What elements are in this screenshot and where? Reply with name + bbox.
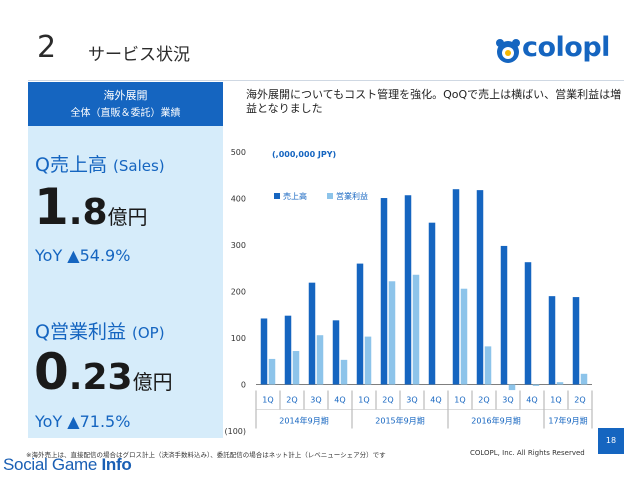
legend-label: 売上高	[283, 191, 307, 201]
y-tick-label: 300	[231, 241, 246, 250]
colopl-bear-icon	[496, 39, 520, 63]
op-value-int: 0	[34, 343, 69, 401]
bar	[580, 373, 588, 385]
sales-value-unit: 億円	[107, 205, 148, 229]
y-tick-label: 400	[231, 195, 246, 204]
x-tick-label: 2Q	[286, 396, 297, 405]
sales-value: 1.8億円	[34, 178, 148, 236]
bar	[388, 281, 396, 385]
bar	[524, 262, 532, 385]
op-yoy: YoY ▲71.5%	[35, 412, 131, 431]
x-tick-label: 4Q	[430, 396, 441, 405]
header-divider	[28, 80, 624, 81]
colopl-logo: colopl	[494, 30, 624, 68]
footnote: ※海外売上は、直接配信の場合はグロス計上（決済手数料込み）、委託配信の場合はネッ…	[26, 451, 386, 459]
sales-label: Q売上高 (Sales)	[35, 150, 165, 177]
op-value: 0.23億円	[34, 343, 173, 401]
group-label: 2014年9月期	[279, 416, 328, 426]
bar	[428, 222, 436, 385]
bar	[380, 198, 388, 385]
bar	[460, 288, 468, 385]
bar	[364, 336, 372, 385]
bar	[548, 296, 556, 385]
sales-value-dec: .8	[68, 192, 108, 233]
bar	[340, 359, 348, 385]
op-label: Q営業利益 (OP)	[35, 317, 165, 344]
bar	[356, 263, 364, 385]
legend-label: 営業利益	[336, 191, 368, 201]
bar	[332, 320, 340, 385]
panel-header-line2: 全体（直販＆委託）業績	[70, 108, 181, 119]
legend-swatch	[274, 193, 280, 199]
legend-swatch	[327, 193, 333, 199]
x-tick-label: 3Q	[502, 396, 513, 405]
bar	[316, 335, 324, 385]
page-number-badge: 18	[598, 428, 624, 454]
op-value-unit: 億円	[132, 370, 173, 394]
logo-text: colopl	[522, 32, 610, 63]
x-tick-label: 4Q	[334, 396, 345, 405]
copyright: COLOPL, Inc. All Rights Reserved	[470, 449, 585, 457]
bar	[284, 315, 292, 385]
unit-label: (,000,000 JPY)	[272, 150, 336, 159]
bar	[508, 384, 516, 391]
y-tick-label: (100)	[224, 427, 246, 436]
bar	[572, 297, 580, 385]
x-tick-label: 1Q	[550, 396, 561, 405]
group-label: 2016年9月期	[471, 416, 520, 426]
x-tick-label: 1Q	[262, 396, 273, 405]
sales-value-int: 1	[34, 178, 69, 236]
op-value-dec: .23	[68, 357, 133, 398]
slide-number: 2	[37, 30, 57, 65]
y-tick-label: 100	[231, 334, 246, 343]
bar	[292, 351, 300, 385]
bar	[308, 282, 316, 385]
watermark-part1: Social Game	[3, 455, 102, 474]
bar	[500, 245, 508, 385]
metrics-panel	[28, 82, 223, 438]
sales-label-text: Q売上高	[35, 154, 107, 176]
y-tick-label: 0	[241, 381, 246, 390]
description-text: 海外展開についてもコスト管理を強化。QoQで売上は横ばい、営業利益は増益となりま…	[246, 88, 622, 115]
x-tick-label: 3Q	[406, 396, 417, 405]
bar	[452, 189, 460, 385]
bar	[532, 384, 540, 386]
revenue-op-bar-chart: 500 400 300 200 100 0 (100) (,000,000 JPY) 売上高 営業…	[224, 148, 593, 436]
bar	[484, 346, 492, 385]
panel-header-line1: 海外展開	[103, 89, 148, 102]
x-tick-label: 1Q	[454, 396, 465, 405]
bar	[412, 274, 420, 385]
bar	[404, 195, 412, 385]
sales-label-paren: (Sales)	[113, 157, 165, 175]
watermark-part2: Info	[101, 455, 132, 474]
bar	[556, 382, 564, 385]
x-tick-label: 4Q	[526, 396, 537, 405]
x-tick-label: 2Q	[478, 396, 489, 405]
bar	[268, 358, 276, 385]
x-tick-label: 1Q	[358, 396, 369, 405]
op-label-text: Q営業利益	[35, 321, 126, 343]
op-label-paren: (OP)	[132, 324, 165, 342]
sales-yoy: YoY ▲54.9%	[35, 246, 131, 265]
x-tick-label: 3Q	[310, 396, 321, 405]
bar	[476, 190, 484, 385]
y-tick-label: 500	[231, 148, 246, 157]
watermark: Social Game Info	[3, 455, 132, 475]
y-tick-label: 200	[231, 288, 246, 297]
group-label: 17年9月期	[548, 416, 587, 426]
bar	[260, 318, 268, 385]
x-tick-label: 2Q	[382, 396, 393, 405]
group-label: 2015年9月期	[375, 416, 424, 426]
slide-title: サービス状況	[88, 45, 190, 65]
metrics-panel-header: 海外展開 全体（直販＆委託）業績	[28, 82, 223, 126]
x-tick-label: 2Q	[574, 396, 585, 405]
